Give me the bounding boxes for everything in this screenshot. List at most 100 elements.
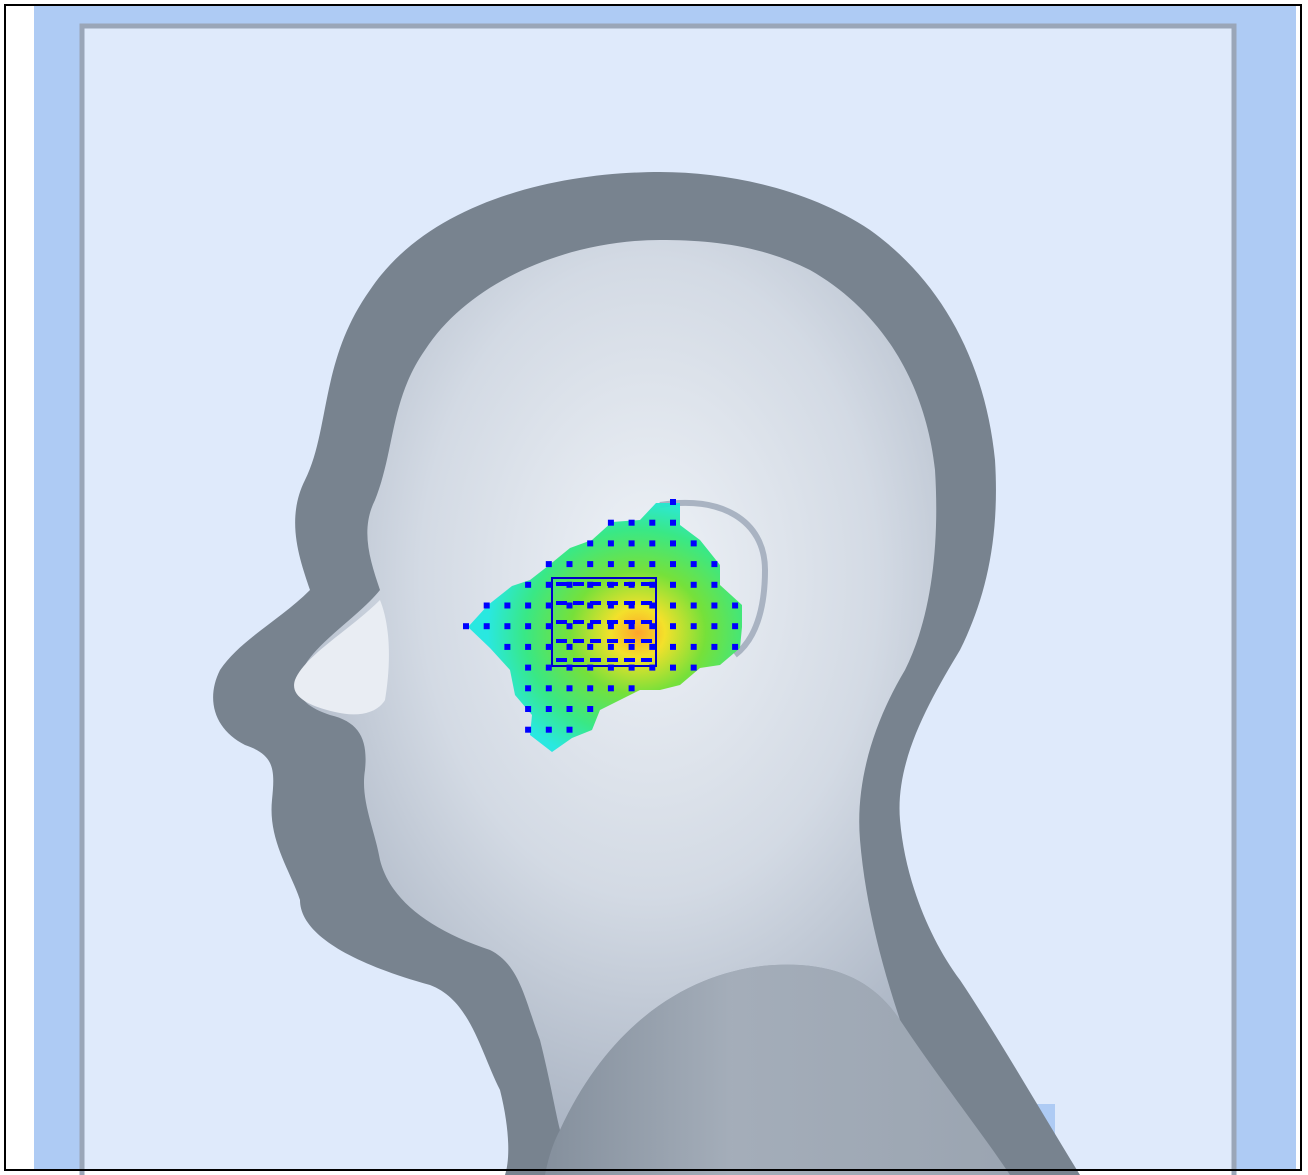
probe-point [690,623,697,630]
neck-shading [545,964,1010,1175]
probe-point [566,602,573,609]
zoom-probe-point [590,601,601,605]
zoom-probe-point [607,658,618,662]
probe-point [607,685,614,692]
ear [659,499,769,658]
probe-point [545,581,552,588]
probe-point [690,664,697,671]
zoom-probe-point [624,658,635,662]
zoom-probe-point [641,601,652,605]
probe-point [732,643,739,650]
probe-point [628,643,635,650]
probe-points-layer [463,499,739,733]
probe-point [545,664,552,671]
probe-point [649,602,656,609]
probe-point [566,643,573,650]
probe-point [649,581,656,588]
zoom-probe-point [624,620,635,624]
zoom-probe-point [607,582,618,586]
probe-point [545,643,552,650]
frame [79,23,1237,1175]
zoom-probe-point [641,582,652,586]
probe-point [607,664,614,671]
zoom-probe-point [607,639,618,643]
probe-point [670,561,676,568]
probe-point [670,623,676,630]
probe-point [566,685,573,692]
probe-point [670,602,676,609]
zoom-probe-point [607,601,618,605]
probe-point [587,602,594,609]
probe-point [607,519,614,526]
probe-point [525,685,532,692]
probe-point [525,581,532,588]
zoom-probe-point [556,582,567,586]
probe-point [690,581,697,588]
zoom-probe-point [573,601,584,605]
probe-point [628,519,635,526]
probe-point [670,519,676,526]
zoom-probe-point [590,582,601,586]
zoom-probe-point [556,639,567,643]
probe-point [566,623,573,630]
probe-point [670,664,676,671]
probe-point [690,643,697,650]
zoom-probe-point [573,582,584,586]
probe-point [628,540,635,547]
probe-point [545,602,552,609]
zoom-probe-point [573,658,584,662]
probe-point [649,561,656,568]
probe-point [566,664,573,671]
probe-point [628,685,635,692]
probe-point [587,643,594,650]
probe-point [711,561,718,568]
probe-point [587,664,594,671]
probe-point [607,623,614,630]
probe-point [670,540,676,547]
probe-point [566,561,573,568]
probe-point [483,602,490,609]
probe-point [690,561,697,568]
zoom-probe-point [590,639,601,643]
probe-point [525,602,532,609]
probe-point [587,623,594,630]
zoom-probe-point [641,620,652,624]
probe-point [649,623,656,630]
probe-point [525,726,532,733]
probe-point [649,643,656,650]
probe-point [587,561,594,568]
probe-point [711,623,718,630]
probe-point [607,643,614,650]
probe-point [732,623,739,630]
zoom-probe-point [556,658,567,662]
probe-point [670,581,676,588]
probe-point [711,581,718,588]
probe-point [607,540,614,547]
probe-point [670,643,676,650]
probe-point [545,706,552,712]
probe-point [628,623,635,630]
probe-point [649,664,656,671]
zoom-probe-point [624,601,635,605]
probe-point [587,706,594,712]
probe-point [607,602,614,609]
probe-point [545,726,552,733]
probe-point [504,602,511,609]
zoom-probe-point [573,620,584,624]
probe-point [545,685,552,692]
probe-point [628,664,635,671]
probe-point [587,540,594,547]
probe-point [525,706,532,712]
probe-point [545,623,552,630]
probe-point [732,602,739,609]
probe-point [628,602,635,609]
zoom-probe-point [607,620,618,624]
zoom-probe-point [624,639,635,643]
zoom-probe-point [590,620,601,624]
probe-point [566,706,573,712]
probe-point [504,643,511,650]
probe-point [649,540,656,547]
probe-point [463,623,469,630]
